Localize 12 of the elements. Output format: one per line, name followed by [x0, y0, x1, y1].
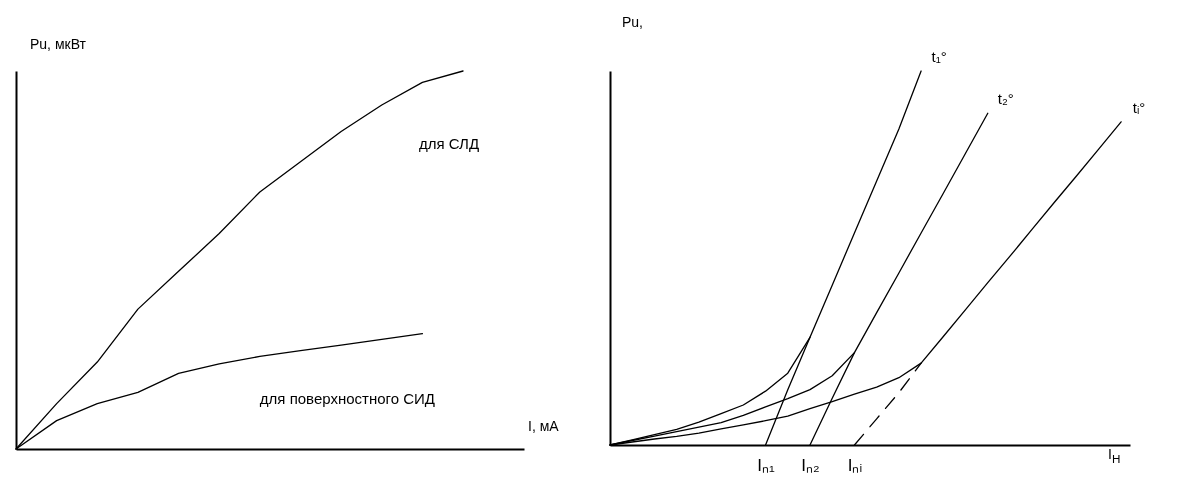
text: для СЛД: [418, 135, 480, 152]
x-axis-title: I, мА: [528, 418, 559, 434]
text: для поверхностного СИД: [259, 389, 435, 407]
x-axis-title: I$_{H}$: [1108, 446, 1121, 465]
series-label: t₂°: [997, 90, 1014, 108]
series-label: t₁°: [931, 48, 947, 65]
x-tick-label: Iₙ₂: [801, 455, 820, 475]
x-tick-label: Iₙ₁: [757, 455, 776, 475]
y-axis-title: Pu, мкВт: [30, 36, 86, 52]
y-axis-title: Pu,: [622, 14, 644, 30]
x-tick-label: Iₙᵢ: [847, 455, 863, 475]
series-label: tᵢ°: [1132, 98, 1146, 116]
